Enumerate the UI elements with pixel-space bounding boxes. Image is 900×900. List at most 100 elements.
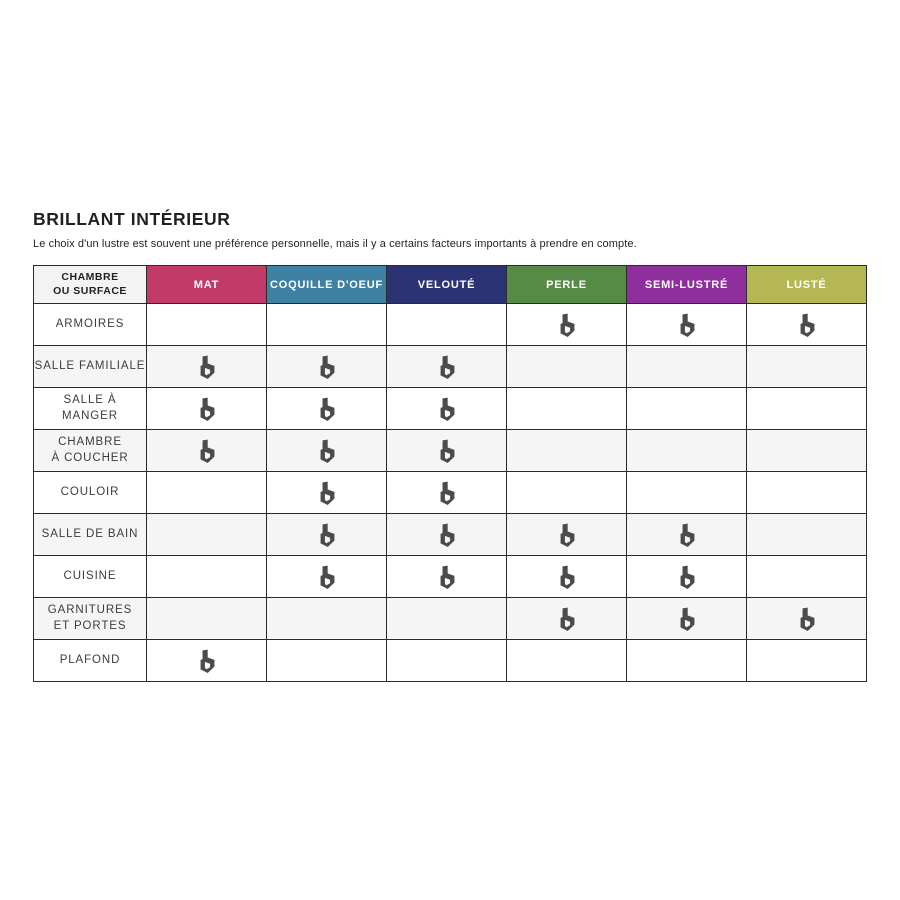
empty-cell [506,471,627,514]
mark-cell [626,597,747,640]
brand-b-icon [560,523,575,547]
column-header: PERLE [506,265,627,304]
table-body: ARMOIRES SALLE FAMILIALE SALLE À MANGER … [33,303,867,682]
mark-cell [266,555,387,598]
brand-b-icon [200,397,215,421]
empty-cell [506,345,627,388]
row-label: PLAFOND [33,639,147,682]
brand-b-icon [680,565,695,589]
mark-cell [626,303,747,346]
empty-cell [506,639,627,682]
empty-cell [146,471,267,514]
mark-cell [386,345,507,388]
mark-cell [146,639,267,682]
mark-cell [146,387,267,430]
row-label: SALLE DE BAIN [33,513,147,556]
mark-cell [386,471,507,514]
mark-cell [626,555,747,598]
empty-cell [626,345,747,388]
mark-cell [266,471,387,514]
brand-b-icon [320,397,335,421]
column-header: LUSTÉ [746,265,867,304]
mark-cell [386,429,507,472]
row-label: ARMOIRES [33,303,147,346]
row-label: GARNITURES ET PORTES [33,597,147,640]
empty-cell [146,303,267,346]
mark-cell [746,597,867,640]
brand-b-icon [680,523,695,547]
brand-b-icon [200,439,215,463]
column-header: MAT [146,265,267,304]
column-header: COQUILLE D'OEUF [266,265,387,304]
table-row: CHAMBRE À COUCHER [33,429,867,472]
table-row: CUISINE [33,555,867,598]
brand-b-icon [320,565,335,589]
empty-cell [506,387,627,430]
empty-cell [146,597,267,640]
empty-cell [746,387,867,430]
mark-cell [386,555,507,598]
mark-cell [146,429,267,472]
brand-b-icon [200,355,215,379]
mark-cell [266,345,387,388]
mark-cell [146,345,267,388]
mark-cell [386,387,507,430]
empty-cell [746,429,867,472]
brand-b-icon [320,355,335,379]
page-subtitle: Le choix d'un lustre est souvent une pré… [33,238,637,250]
empty-cell [266,597,387,640]
mark-cell [266,387,387,430]
sheen-table: CHAMBRE OU SURFACE MAT COQUILLE D'OEUF VEL… [33,265,867,682]
column-header: SEMI-LUSTRÉ [626,265,747,304]
brand-b-icon [320,439,335,463]
table-row: COULOIR [33,471,867,514]
empty-cell [746,513,867,556]
mark-cell [266,429,387,472]
empty-cell [746,471,867,514]
empty-cell [146,555,267,598]
brand-b-icon [680,313,695,337]
corner-header: CHAMBRE OU SURFACE [33,265,147,304]
empty-cell [266,639,387,682]
table-row: GARNITURES ET PORTES [33,597,867,640]
empty-cell [626,429,747,472]
column-header: VELOUTÉ [386,265,507,304]
brand-b-icon [560,607,575,631]
empty-cell [626,639,747,682]
table-row: SALLE FAMILIALE [33,345,867,388]
brand-b-icon [440,355,455,379]
brand-b-icon [440,397,455,421]
empty-cell [746,345,867,388]
empty-cell [386,597,507,640]
mark-cell [626,513,747,556]
empty-cell [746,555,867,598]
brand-b-icon [800,607,815,631]
mark-cell [746,303,867,346]
empty-cell [626,387,747,430]
page-title: BRILLANT INTÉRIEUR [33,209,231,229]
empty-cell [746,639,867,682]
mark-cell [506,303,627,346]
header-row: CHAMBRE OU SURFACE MAT COQUILLE D'OEUF VEL… [33,265,867,304]
row-label: COULOIR [33,471,147,514]
empty-cell [506,429,627,472]
row-label: CUISINE [33,555,147,598]
table-row: SALLE DE BAIN [33,513,867,556]
empty-cell [386,303,507,346]
row-label: CHAMBRE À COUCHER [33,429,147,472]
table-row: PLAFOND [33,639,867,682]
brand-b-icon [440,565,455,589]
mark-cell [506,555,627,598]
row-label: SALLE FAMILIALE [33,345,147,388]
mark-cell [266,513,387,556]
brand-b-icon [320,481,335,505]
brand-b-icon [440,481,455,505]
row-label: SALLE À MANGER [33,387,147,430]
mark-cell [506,597,627,640]
brand-b-icon [680,607,695,631]
empty-cell [626,471,747,514]
mark-cell [506,513,627,556]
brand-b-icon [800,313,815,337]
empty-cell [266,303,387,346]
